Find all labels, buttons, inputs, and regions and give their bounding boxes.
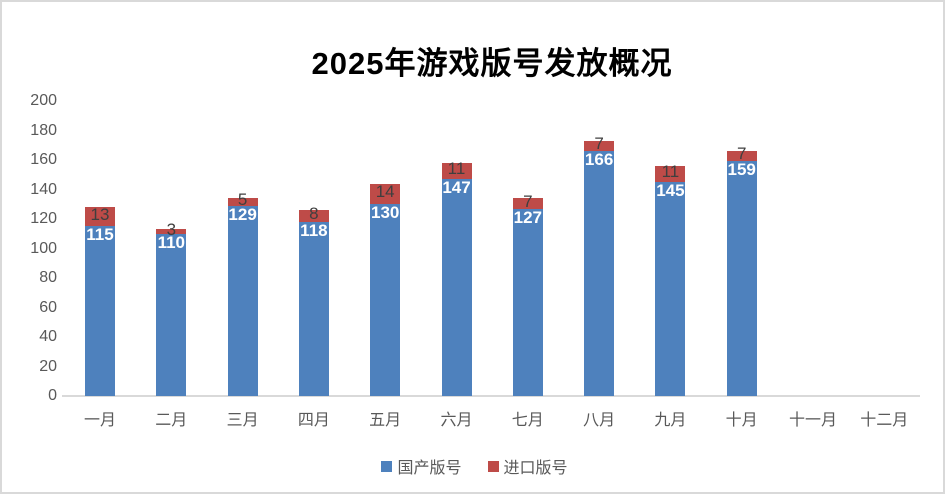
data-label-imported: 11 [661,162,680,181]
x-axis-category-label: 十二月 [860,412,909,429]
data-label-imported: 13 [90,204,110,224]
bar-segment-domestic[interactable] [441,179,472,396]
data-label-domestic: 147 [442,178,471,198]
bar-segment-imported[interactable] [85,207,115,227]
y-axis-tick-label: 20 [39,357,57,375]
data-label-domestic: 166 [584,150,614,170]
data-label-domestic: 129 [228,204,257,224]
bar-segment-imported[interactable] [370,183,401,205]
x-axis-category-label: 六月 [440,412,473,429]
data-label-domestic: 145 [656,181,685,201]
bar-segment-imported[interactable] [584,140,615,152]
data-label-domestic: 130 [371,203,400,223]
bar-segment-domestic[interactable] [227,205,258,396]
y-axis-tick-label: 0 [48,387,57,404]
x-axis-category-label: 四月 [297,412,330,429]
bar-segment-domestic[interactable] [726,161,757,396]
bar-segment-domestic[interactable] [156,233,187,396]
legend-item-domestic[interactable]: 国产版号 [381,454,462,478]
legend-item-imported[interactable]: 进口版号 [487,454,568,478]
x-axis-category-label: 三月 [226,412,259,429]
y-axis-tick-label: 100 [30,239,57,257]
data-label-imported: 7 [523,191,533,211]
x-axis-category-label: 十一月 [788,412,837,429]
data-label-domestic: 110 [157,232,186,252]
y-axis-tick-label: 80 [39,269,57,286]
data-label-domestic: 159 [727,160,756,180]
data-label-imported: 8 [309,204,319,224]
legend-label-domestic: 国产版号 [397,460,462,477]
bar-segment-domestic[interactable] [584,151,615,396]
data-label-imported: 11 [447,159,466,179]
y-axis-tick-label: 60 [39,298,57,316]
bar-segment-domestic[interactable] [85,226,115,396]
y-axis-tick-label: 40 [39,328,57,345]
x-axis-category-label: 七月 [511,412,544,429]
x-axis-category-label: 十月 [725,412,758,429]
x-axis-category-label: 二月 [155,412,188,429]
x-axis-line [62,395,920,397]
y-axis-tick-label: 140 [30,180,57,198]
legend-label-imported: 进口版号 [503,460,568,477]
data-label-imported: 5 [237,190,248,210]
y-axis-tick-label: 180 [30,121,57,139]
bar-segment-imported[interactable] [512,198,543,209]
data-label-domestic: 115 [86,225,114,245]
bar-segment-imported[interactable] [156,229,187,234]
x-axis-category-label: 八月 [583,412,616,429]
data-label-imported: 7 [736,144,747,164]
bar-segment-imported[interactable] [726,151,757,162]
y-axis-tick-label: 120 [30,210,57,227]
data-label-imported: 7 [594,133,604,153]
x-axis-category-label: 五月 [369,412,402,429]
bar-segment-domestic[interactable] [370,204,401,396]
bar-segment-imported[interactable] [227,198,258,206]
bar-segment-domestic[interactable] [655,182,686,396]
imported-series-swatch [487,460,499,472]
legend: 国产版号 进口版号 [2,454,943,478]
bar-segment-domestic[interactable] [512,208,543,396]
domestic-series-swatch [381,460,393,472]
data-label-domestic: 118 [300,220,328,240]
bar-segment-imported[interactable] [655,165,686,183]
y-axis-tick-label: 160 [30,151,57,168]
data-label-imported: 14 [375,181,395,201]
data-label-domestic: 127 [513,207,542,227]
chart-title: 2025年游戏版号发放概况 [311,46,673,81]
x-axis-category-label: 九月 [654,412,687,429]
bar-segment-imported[interactable] [298,210,329,222]
y-axis-tick-label: 200 [30,92,57,109]
bar-segment-domestic[interactable] [298,221,329,396]
data-label-imported: 3 [166,219,177,239]
x-axis-category-label: 一月 [83,412,116,429]
bar-segment-imported[interactable] [441,162,472,180]
